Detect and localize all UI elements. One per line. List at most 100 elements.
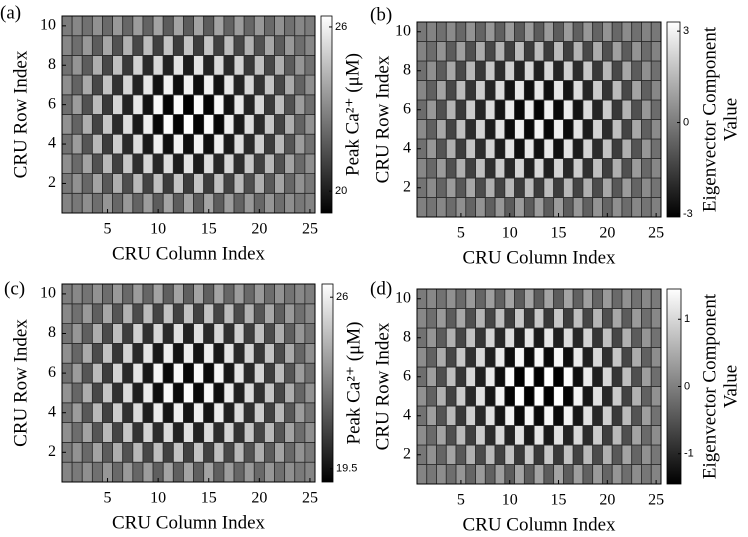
heatmap-cell <box>172 303 184 324</box>
heatmap-cell <box>553 99 564 120</box>
heatmap-cell <box>263 55 275 76</box>
heatmap-cell <box>641 158 652 179</box>
heatmap-cell <box>484 288 496 309</box>
heatmap-cell <box>484 444 496 465</box>
heatmap-cell <box>602 41 613 62</box>
heatmap-cell <box>592 386 603 407</box>
heatmap-cell <box>455 80 467 101</box>
heatmap-cell <box>203 422 215 443</box>
heatmap-cell <box>621 444 633 465</box>
heatmap-cell <box>582 138 594 159</box>
heatmap-cell <box>611 347 623 368</box>
heatmap-cell <box>445 347 457 368</box>
heatmap-cell <box>162 303 174 324</box>
heatmap-cell <box>602 177 613 198</box>
x-tick-label: 15 <box>201 221 217 238</box>
heatmap-cell <box>465 386 476 407</box>
heatmap-cell <box>284 94 296 115</box>
heatmap-cell <box>193 153 205 174</box>
heatmap-cell <box>572 60 584 81</box>
heatmap-cell <box>631 444 642 465</box>
heatmap-cell <box>602 405 613 426</box>
heatmap-cell <box>494 80 506 101</box>
heatmap-cell <box>445 99 457 120</box>
heatmap-cell <box>102 173 114 194</box>
heatmap-cell <box>61 461 73 483</box>
heatmap-cell <box>233 461 245 483</box>
heatmap-cell <box>71 362 83 384</box>
heatmap-cell <box>641 405 652 426</box>
heatmap-cell <box>504 327 515 348</box>
heatmap-cell <box>223 422 235 443</box>
heatmap-cell <box>263 35 275 56</box>
heatmap-cell <box>475 425 486 446</box>
heatmap-cell <box>263 382 275 404</box>
heatmap-cell <box>91 461 103 483</box>
heatmap-cell <box>455 425 467 446</box>
heatmap-cell <box>445 288 457 309</box>
heatmap-cell <box>465 425 476 446</box>
heatmap-cell <box>621 327 633 348</box>
heatmap-cell <box>193 15 205 37</box>
heatmap-cell <box>243 55 255 76</box>
heatmap-cell <box>81 114 93 135</box>
heatmap-cell <box>641 444 652 465</box>
heatmap-cell <box>81 422 93 443</box>
heatmap-cell <box>142 382 154 404</box>
heatmap-cell <box>465 21 476 42</box>
x-tick-label: 20 <box>251 490 267 507</box>
heatmap-cell <box>122 362 134 384</box>
heatmap-cell <box>455 405 467 426</box>
heatmap-cell <box>455 41 467 62</box>
heatmap-cell <box>611 60 623 81</box>
heatmap-cell <box>284 422 296 443</box>
heatmap-cell <box>102 15 114 37</box>
heatmap-cell <box>553 21 564 42</box>
heatmap-cell <box>263 15 275 37</box>
heatmap-cell <box>274 35 286 56</box>
heatmap-cell <box>426 425 437 446</box>
heatmap-cell <box>112 362 124 384</box>
heatmap-cell <box>621 138 633 159</box>
heatmap-cell <box>233 441 245 463</box>
heatmap-cell <box>641 366 652 387</box>
heatmap-cell <box>172 133 184 155</box>
heatmap-cell <box>284 323 296 344</box>
heatmap-cell <box>533 21 545 42</box>
heatmap-cell <box>284 382 296 404</box>
heatmap-cell <box>112 303 124 324</box>
heatmap-cell <box>263 461 275 483</box>
heatmap-cell <box>172 441 184 463</box>
x-tick-label: 10 <box>150 221 166 238</box>
heatmap-cell <box>650 21 662 42</box>
heatmap-cell <box>193 173 205 194</box>
heatmap-cell <box>553 386 564 407</box>
heatmap-cell <box>484 327 496 348</box>
heatmap-cell <box>455 327 467 348</box>
heatmap-cell <box>183 283 194 305</box>
heatmap-cell <box>572 158 584 179</box>
heatmap-cell <box>91 74 103 96</box>
heatmap-cell <box>112 74 124 96</box>
heatmap-cell <box>203 15 215 37</box>
heatmap-cell <box>71 114 83 135</box>
x-tick-label: 25 <box>648 225 664 242</box>
heatmap-cell <box>611 288 623 309</box>
heatmap-cell <box>304 303 316 324</box>
heatmap-cell <box>543 177 555 198</box>
heatmap-cell <box>484 119 496 140</box>
heatmap-cell <box>61 382 73 404</box>
heatmap-cell <box>253 303 265 324</box>
heatmap-cell <box>213 114 225 135</box>
heatmap-cell <box>304 283 316 305</box>
heatmap-cell <box>263 362 275 384</box>
heatmap-cell <box>523 138 535 159</box>
heatmap-cell <box>592 60 603 81</box>
heatmap-cell <box>233 303 245 324</box>
heatmap-cell <box>274 55 286 76</box>
heatmap-cell <box>142 283 154 305</box>
plot-frame <box>416 288 662 485</box>
heatmap-cell <box>514 80 525 101</box>
heatmap-cell <box>631 308 642 329</box>
